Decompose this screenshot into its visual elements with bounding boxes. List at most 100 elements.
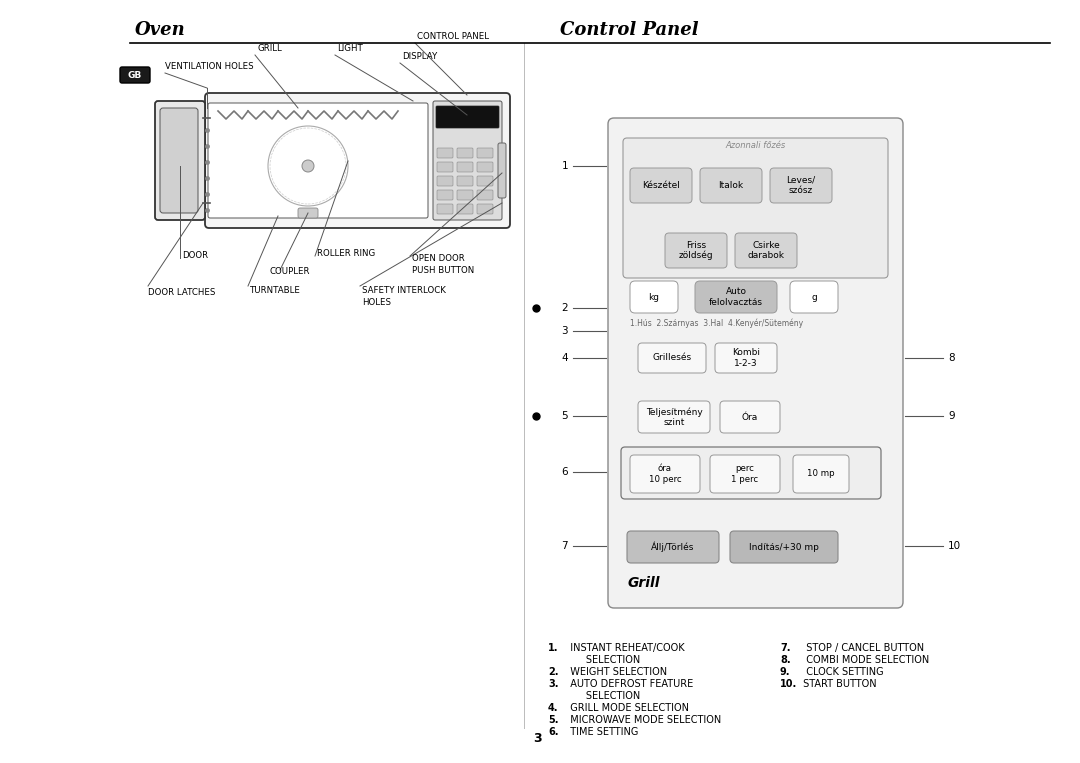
Text: Azonnali főzés: Azonnali főzés [726, 141, 785, 150]
Text: 10.: 10. [780, 679, 797, 689]
Text: MICROWAVE MODE SELECTION: MICROWAVE MODE SELECTION [564, 715, 721, 725]
Text: SELECTION: SELECTION [564, 691, 640, 701]
Text: Oven: Oven [135, 21, 186, 39]
FancyBboxPatch shape [638, 401, 710, 433]
FancyBboxPatch shape [160, 108, 198, 213]
Text: COMBI MODE SELECTION: COMBI MODE SELECTION [800, 655, 929, 665]
Text: Grill: Grill [627, 576, 660, 590]
Text: óra
10 perc: óra 10 perc [649, 465, 681, 484]
Text: Állj/Törlés: Állj/Törlés [651, 542, 694, 552]
FancyBboxPatch shape [477, 162, 492, 172]
Text: Grillesés: Grillesés [652, 353, 691, 362]
FancyBboxPatch shape [156, 101, 205, 220]
Text: 9: 9 [948, 411, 955, 421]
FancyBboxPatch shape [433, 101, 502, 220]
Text: ROLLER RING: ROLLER RING [318, 250, 375, 259]
Text: 4.: 4. [548, 703, 558, 713]
Text: Teljesítmény
szint: Teljesítmény szint [646, 407, 702, 427]
FancyBboxPatch shape [437, 162, 453, 172]
FancyBboxPatch shape [793, 455, 849, 493]
FancyBboxPatch shape [437, 176, 453, 186]
FancyBboxPatch shape [770, 168, 832, 203]
FancyBboxPatch shape [608, 118, 903, 608]
Text: 7: 7 [562, 541, 568, 551]
Text: Control Panel: Control Panel [561, 21, 699, 39]
FancyBboxPatch shape [477, 176, 492, 186]
FancyBboxPatch shape [436, 106, 499, 128]
Text: DISPLAY: DISPLAY [402, 52, 437, 61]
Text: 1.Hús  2.Szárnyas  3.Hal  4.Kenyér/Sütemény: 1.Hús 2.Szárnyas 3.Hal 4.Kenyér/Sütemény [630, 318, 804, 328]
Text: g: g [811, 292, 816, 301]
FancyBboxPatch shape [730, 531, 838, 563]
Text: 10: 10 [948, 541, 961, 551]
Text: HOLES: HOLES [362, 298, 391, 307]
Text: Friss
zöldség: Friss zöldség [678, 240, 713, 260]
FancyBboxPatch shape [630, 455, 700, 493]
FancyBboxPatch shape [208, 103, 428, 218]
Text: 8: 8 [948, 353, 955, 363]
Text: Készétel: Készétel [643, 181, 680, 190]
FancyBboxPatch shape [437, 204, 453, 214]
FancyBboxPatch shape [457, 190, 473, 200]
FancyBboxPatch shape [627, 531, 719, 563]
FancyBboxPatch shape [638, 343, 706, 373]
Text: 5: 5 [562, 411, 568, 421]
FancyBboxPatch shape [477, 148, 492, 158]
FancyBboxPatch shape [477, 190, 492, 200]
Text: Csirke
darabok: Csirke darabok [747, 241, 784, 260]
Text: Óra: Óra [742, 413, 758, 421]
Text: Leves/
szósz: Leves/ szósz [786, 175, 815, 195]
Text: COUPLER: COUPLER [270, 268, 311, 276]
Text: AUTO DEFROST FEATURE: AUTO DEFROST FEATURE [564, 679, 693, 689]
Text: 10 mp: 10 mp [807, 469, 835, 478]
Text: OPEN DOOR: OPEN DOOR [411, 254, 464, 263]
FancyBboxPatch shape [457, 176, 473, 186]
FancyBboxPatch shape [720, 401, 780, 433]
Text: TIME SETTING: TIME SETTING [564, 727, 638, 737]
Text: 6: 6 [562, 467, 568, 477]
Circle shape [302, 160, 314, 172]
FancyBboxPatch shape [700, 168, 762, 203]
Text: GRILL: GRILL [257, 44, 282, 53]
FancyBboxPatch shape [630, 168, 692, 203]
Text: 3: 3 [562, 326, 568, 336]
Text: Kombi
1-2-3: Kombi 1-2-3 [732, 348, 760, 368]
Text: 2: 2 [562, 303, 568, 313]
FancyBboxPatch shape [437, 148, 453, 158]
Text: 5.: 5. [548, 715, 558, 725]
FancyBboxPatch shape [789, 281, 838, 313]
Text: DOOR LATCHES: DOOR LATCHES [148, 288, 215, 297]
FancyBboxPatch shape [710, 455, 780, 493]
Text: GB: GB [127, 70, 143, 79]
FancyBboxPatch shape [696, 281, 777, 313]
Text: 7.: 7. [780, 643, 791, 653]
Text: 1.: 1. [548, 643, 558, 653]
Text: SAFETY INTERLOCK: SAFETY INTERLOCK [362, 286, 446, 295]
FancyBboxPatch shape [120, 67, 150, 83]
FancyBboxPatch shape [477, 204, 492, 214]
FancyBboxPatch shape [298, 208, 318, 218]
Text: WEIGHT SELECTION: WEIGHT SELECTION [564, 667, 667, 677]
Text: kg: kg [648, 292, 660, 301]
Text: perc
1 perc: perc 1 perc [731, 465, 758, 484]
Text: 8.: 8. [780, 655, 791, 665]
Text: STOP / CANCEL BUTTON: STOP / CANCEL BUTTON [800, 643, 924, 653]
Text: 3: 3 [532, 732, 541, 745]
FancyBboxPatch shape [630, 281, 678, 313]
FancyBboxPatch shape [621, 447, 881, 499]
Text: 6.: 6. [548, 727, 558, 737]
Text: CLOCK SETTING: CLOCK SETTING [800, 667, 883, 677]
Text: TURNTABLE: TURNTABLE [249, 286, 301, 295]
Text: GRILL MODE SELECTION: GRILL MODE SELECTION [564, 703, 689, 713]
Text: Italok: Italok [718, 181, 743, 190]
FancyBboxPatch shape [437, 190, 453, 200]
Text: CONTROL PANEL: CONTROL PANEL [417, 32, 489, 41]
Text: 4: 4 [562, 353, 568, 363]
Text: 1: 1 [562, 161, 568, 171]
Text: LIGHT: LIGHT [337, 44, 363, 53]
Text: Auto
felolvасztás: Auto felolvасztás [708, 288, 762, 307]
Text: PUSH BUTTON: PUSH BUTTON [411, 266, 474, 275]
Text: DOOR: DOOR [183, 252, 208, 260]
Text: VENTILATION HOLES: VENTILATION HOLES [165, 62, 254, 71]
Text: 3.: 3. [548, 679, 558, 689]
